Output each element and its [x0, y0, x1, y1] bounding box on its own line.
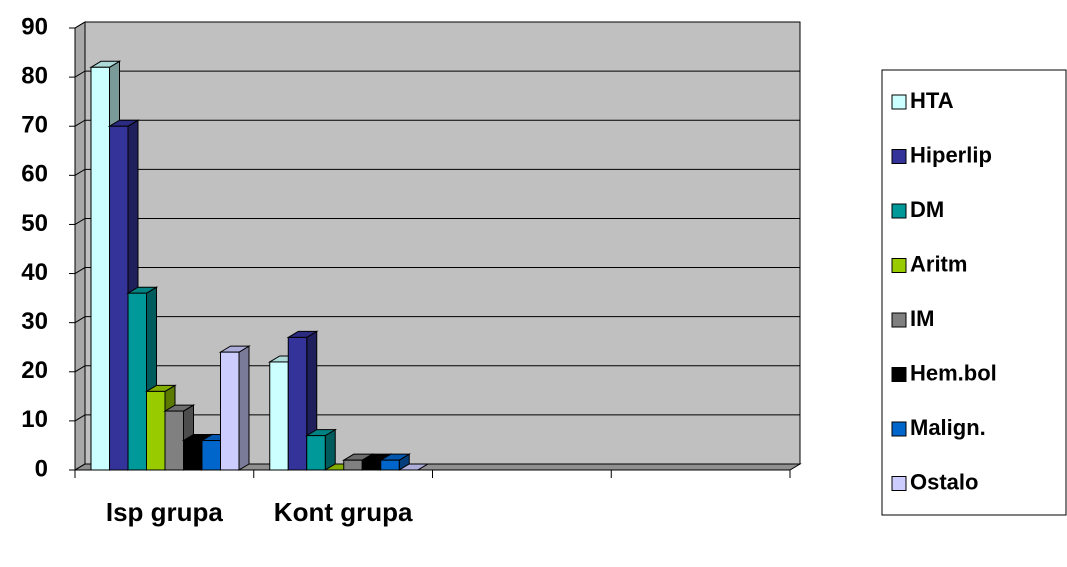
legend-swatch [891, 258, 907, 273]
bar-front [343, 459, 363, 471]
legend-label: Hem.bol [910, 360, 997, 385]
bar-front [380, 459, 400, 471]
legend-label: IM [910, 306, 934, 331]
y-tick-label: 50 [21, 210, 48, 237]
y-tick-label: 10 [21, 406, 48, 433]
legend-swatch [891, 476, 907, 491]
bar [397, 463, 430, 471]
bar-front [109, 125, 129, 471]
x-tick-label: Isp grupa [106, 497, 224, 527]
bar-front [146, 390, 166, 471]
legend-swatch [891, 312, 907, 328]
grid-line [74, 316, 800, 324]
legend-swatch [891, 421, 907, 437]
back-wall [84, 21, 801, 465]
bar-front [90, 66, 110, 471]
grid-line [74, 70, 800, 78]
legend-swatch [891, 149, 907, 164]
bar-front [127, 292, 147, 471]
bar-front [287, 336, 308, 471]
legend-label: Malign. [910, 415, 986, 440]
bar-top [397, 463, 430, 471]
grid-line [74, 168, 800, 176]
legend-box [881, 69, 1067, 516]
grid-line [74, 414, 800, 422]
y-tick-label: 0 [35, 455, 48, 482]
bar-front [269, 361, 289, 471]
bar-front [361, 459, 382, 471]
bar [218, 345, 251, 471]
y-tick-label: 90 [21, 13, 48, 40]
bar-front [164, 410, 184, 471]
legend-label: Hiperlip [910, 142, 992, 167]
y-tick-label: 30 [21, 308, 48, 335]
y-tick-label: 80 [21, 62, 48, 89]
y-tick-label: 20 [21, 357, 48, 384]
grid-line [74, 463, 800, 471]
y-tick-label: 40 [21, 259, 48, 286]
legend-label: DM [910, 197, 944, 222]
legend-label: Ostalo [910, 469, 978, 494]
legend-swatch [891, 203, 907, 219]
grid-line [74, 21, 800, 29]
bar-front [220, 351, 240, 471]
legend-swatch [891, 94, 907, 110]
grid-line [74, 119, 800, 127]
bar [304, 428, 338, 471]
bar-front [201, 440, 221, 471]
y-tick-label: 60 [21, 161, 48, 188]
grid-line [74, 365, 800, 373]
bar-side [238, 345, 250, 471]
legend-label: HTA [910, 88, 954, 113]
legend-swatch [891, 367, 907, 382]
grid-line [74, 217, 800, 225]
bar-side [324, 428, 336, 471]
bar-front [306, 435, 326, 471]
y-tick-label: 70 [21, 112, 48, 139]
x-tick-label: Kont grupa [274, 497, 413, 527]
side-wall [74, 21, 86, 471]
legend-label: Aritm [910, 251, 967, 276]
bar-front [183, 440, 203, 471]
grid-line [74, 267, 800, 274]
